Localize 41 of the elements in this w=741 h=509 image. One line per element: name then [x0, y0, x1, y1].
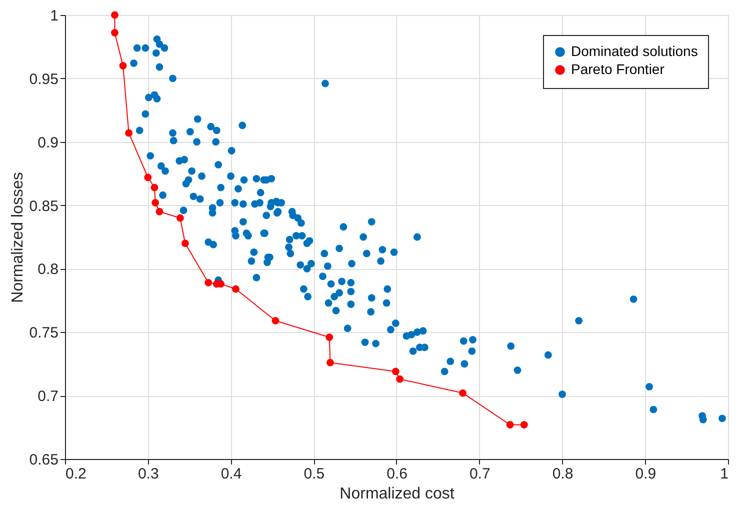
point — [396, 375, 404, 383]
point — [392, 368, 400, 376]
y-tick-label: 0.7 — [38, 388, 58, 406]
point — [125, 129, 133, 137]
point — [150, 184, 158, 192]
point — [152, 199, 160, 206]
x-tick-label: 0.5 — [304, 466, 325, 482]
x-tick-label: 0.8 — [552, 466, 574, 482]
y-tick-label: 1 — [50, 8, 58, 24]
point — [520, 421, 528, 428]
point — [506, 421, 514, 428]
point — [119, 62, 127, 70]
x-tick-label: 1 — [720, 466, 728, 482]
point — [272, 317, 280, 324]
x-tick-label: 0.3 — [138, 466, 159, 482]
point — [156, 208, 164, 216]
x-tick-label: 0.4 — [220, 466, 242, 482]
y-tick-label: 0.75 — [29, 324, 58, 342]
point — [459, 389, 467, 397]
y-axis-title: Normalized losses — [9, 172, 26, 303]
x-axis-title: Normalized cost — [340, 486, 455, 502]
x-tick-label: 0.2 — [66, 466, 86, 482]
point — [111, 29, 118, 36]
point — [111, 11, 118, 19]
y-tick-label: 0.8 — [38, 261, 58, 278]
y-tick-label: 0.65 — [29, 452, 58, 468]
point — [204, 278, 212, 286]
y-tick-label: 0.9 — [38, 134, 58, 152]
x-tick-label: 0.9 — [635, 466, 656, 482]
y-tick-label: 0.95 — [29, 70, 58, 88]
y-tick-label: 0.85 — [29, 198, 58, 215]
point — [232, 285, 240, 293]
point — [176, 214, 184, 222]
legend-label: Pareto Frontier — [571, 61, 665, 77]
point — [326, 358, 334, 366]
x-tick-label: 0.7 — [469, 466, 490, 482]
point — [326, 334, 334, 341]
x-tick-label: 0.6 — [386, 466, 408, 482]
point — [144, 174, 152, 182]
point — [181, 240, 189, 248]
legend-label: Dominated solutions — [571, 43, 698, 59]
